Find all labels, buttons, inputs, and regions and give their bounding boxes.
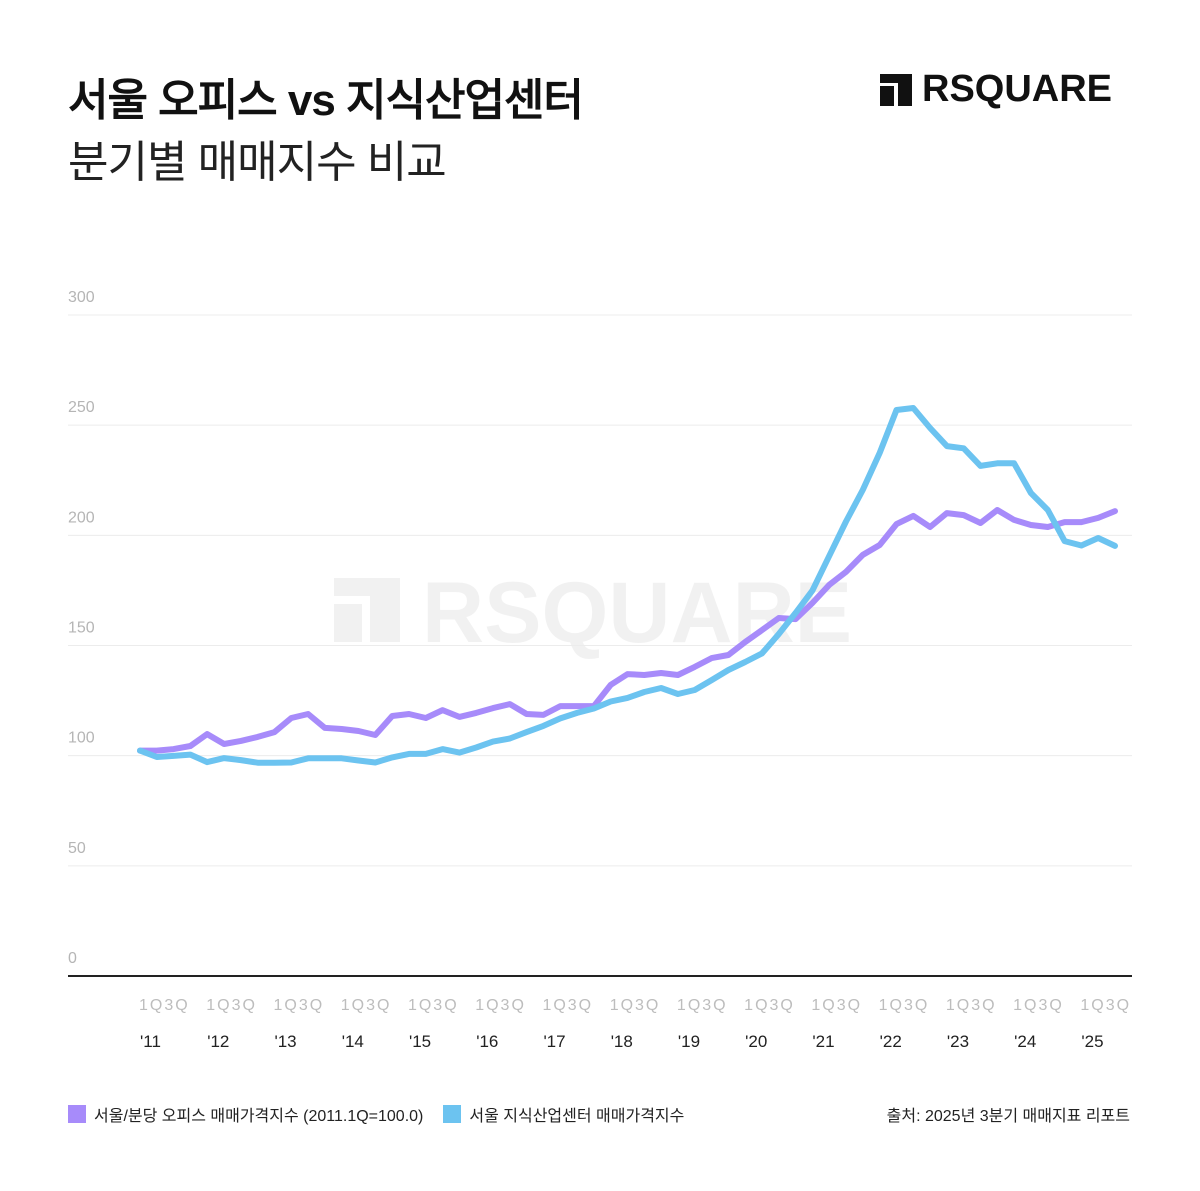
y-tick-label: 50 — [68, 840, 86, 857]
x-quarter-tick-label: 1Q3Q — [206, 997, 257, 1014]
source-note: 출처: 2025년 3분기 매매지표 리포트 — [886, 1108, 1130, 1125]
x-year-label: '16 — [476, 1032, 498, 1051]
legend-swatch-office — [68, 1105, 86, 1123]
x-quarter-tick-label: 1Q3Q — [677, 997, 728, 1014]
x-quarter-tick-label: 1Q3Q — [879, 997, 930, 1014]
y-tick-label: 200 — [68, 509, 95, 526]
x-year-label: '17 — [543, 1032, 565, 1051]
x-year-label: '15 — [409, 1032, 431, 1051]
x-year-label: '22 — [880, 1032, 902, 1051]
watermark-text: RSQUARE — [422, 565, 852, 661]
logo-mark-icon — [880, 73, 912, 106]
watermark: RSQUARE — [334, 565, 852, 661]
x-year-label: '13 — [274, 1032, 296, 1051]
chart-subtitle: 분기별 매매지수 비교 — [68, 138, 447, 187]
y-tick-label: 300 — [68, 289, 95, 306]
y-tick-label: 0 — [68, 950, 77, 967]
legend: 서울/분당 오피스 매매가격지수 (2011.1Q=100.0) 서울 지식산업… — [68, 1102, 704, 1126]
x-quarter-tick-label: 1Q3Q — [610, 997, 661, 1014]
series-line-kic — [137, 405, 1118, 766]
logo-text: RSQUARE — [922, 68, 1113, 110]
x-quarter-tick-label: 1Q3Q — [341, 997, 392, 1014]
y-tick-label: 100 — [68, 730, 95, 747]
x-quarter-tick-label: 1Q3Q — [273, 997, 324, 1014]
legend-item-office: 서울/분당 오피스 매매가격지수 (2011.1Q=100.0) — [68, 1102, 423, 1126]
x-year-label: '19 — [678, 1032, 700, 1051]
legend-label-office: 서울/분당 오피스 매매가격지수 (2011.1Q=100.0) — [94, 1108, 424, 1125]
x-year-label: '21 — [812, 1032, 834, 1051]
x-quarter-tick-label: 1Q3Q — [744, 997, 795, 1014]
x-quarter-tick-label: 1Q3Q — [1080, 997, 1131, 1014]
x-year-label: '18 — [611, 1032, 633, 1051]
y-tick-label: 150 — [68, 620, 95, 637]
x-quarter-tick-label: 1Q3Q — [811, 997, 862, 1014]
x-quarter-tick-label: 1Q3Q — [946, 997, 997, 1014]
x-year-label: '25 — [1081, 1032, 1103, 1051]
chart-title: 서울 오피스 vs 지식산업센터 — [68, 76, 584, 125]
legend-swatch-kic — [443, 1105, 462, 1123]
rsquare-logo: RSQUARE — [880, 68, 1112, 111]
x-quarter-tick-label: 1Q3Q — [408, 997, 459, 1014]
x-year-label: '12 — [207, 1032, 229, 1051]
x-quarter-tick-label: 1Q3Q — [139, 997, 190, 1014]
x-year-label: '24 — [1014, 1032, 1036, 1051]
x-quarter-tick-label: 1Q3Q — [475, 997, 526, 1014]
x-quarter-tick-label: 1Q3Q — [542, 997, 593, 1014]
x-year-label: '14 — [342, 1032, 364, 1051]
y-tick-label: 250 — [68, 399, 95, 416]
x-quarter-tick-label: 1Q3Q — [1013, 997, 1064, 1014]
legend-label-kic: 서울 지식산업센터 매매가격지수 — [469, 1108, 685, 1125]
series-line-office — [137, 507, 1118, 754]
legend-item-kic: 서울 지식산업센터 매매가격지수 — [443, 1102, 684, 1126]
x-year-label: '20 — [745, 1032, 767, 1051]
x-year-label: '11 — [140, 1032, 161, 1051]
x-year-label: '23 — [947, 1032, 969, 1051]
